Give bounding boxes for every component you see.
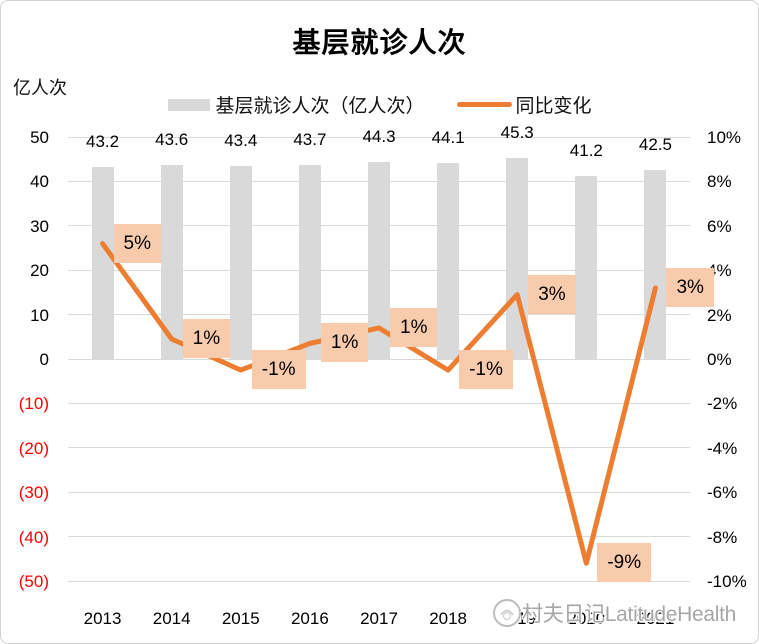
y-axis-tick-right: -4%: [707, 438, 738, 458]
line-data-label: 1%: [182, 319, 231, 359]
line-data-label: -9%: [597, 543, 652, 583]
legend-line-swatch-icon: [456, 102, 512, 107]
watermark-logo-icon: [493, 599, 521, 627]
bar-value-label: 44.1: [431, 128, 465, 148]
bar-value-label: 43.7: [293, 129, 327, 149]
y-axis-tick-right: 2%: [707, 305, 732, 325]
y-axis-tick-left: (20): [18, 438, 49, 458]
bar-value-label: 43.6: [155, 130, 189, 150]
legend-line-label: 同比变化: [515, 96, 592, 117]
y-axis-tick-right: 8%: [707, 172, 732, 192]
x-axis-label: 2017: [360, 609, 398, 628]
line-data-label: 3%: [666, 267, 714, 307]
y-axis-tick-left: (10): [18, 394, 49, 414]
legend-bar-swatch-icon: [167, 98, 210, 111]
x-axis-label: 2018: [429, 609, 468, 628]
x-axis-label: 2020: [567, 609, 606, 628]
x-axis-label: 2016: [290, 609, 329, 628]
line-data-label: -1%: [459, 350, 513, 390]
y-axis-tick-left: 0: [39, 350, 49, 369]
y-axis-tick-left: 30: [30, 216, 49, 236]
line-data-label: 5%: [113, 223, 162, 263]
y-axis-tick-right: -2%: [707, 394, 738, 414]
line-data-label: 3%: [528, 274, 576, 314]
line-data-label: 1%: [320, 323, 369, 363]
line-data-label: 1%: [390, 307, 438, 347]
gridline: [68, 580, 690, 582]
y-axis-tick-left: 10: [30, 305, 49, 325]
y-axis-tick-left: (50): [18, 572, 49, 591]
y-axis-tick-right: -10%: [707, 572, 747, 591]
bar-value-label: 41.2: [569, 141, 603, 161]
x-axis-label: 2015: [221, 609, 260, 628]
bar-value-label: 42.5: [638, 135, 672, 155]
chart-title: 基层就诊人次: [292, 27, 467, 58]
gridline: [68, 136, 690, 138]
watermark-text: 村夫日记LatitudeHealth: [522, 603, 737, 626]
x-axis-label: 2021: [636, 609, 675, 628]
y-axis-tick-right: 10%: [707, 128, 742, 147]
x-axis-label: 2013: [83, 609, 122, 628]
y-axis-tick-left: 50: [30, 128, 49, 147]
legend-bar-label: 基层就诊人次（亿人次）: [215, 96, 425, 117]
bar-value-label: 45.3: [500, 122, 534, 142]
bar-value-label: 43.2: [86, 132, 120, 152]
bar-value-label: 44.3: [362, 127, 396, 147]
left-axis-unit-label: 亿人次: [13, 78, 67, 98]
bar-value-label: 43.4: [224, 131, 258, 151]
legend: 基层就诊人次（亿人次） 同比变化: [167, 91, 592, 118]
y-axis-tick-left: (40): [18, 527, 49, 547]
y-axis-tick-right: -8%: [707, 527, 738, 547]
watermark: 村夫日记LatitudeHealth: [493, 598, 736, 628]
y-axis-tick-left: 20: [30, 261, 49, 281]
line-data-label: -1%: [251, 350, 306, 390]
y-axis-tick-right: -6%: [707, 483, 738, 503]
y-axis-tick-left: (30): [18, 483, 49, 503]
y-axis-tick-right: 6%: [707, 216, 732, 236]
y-axis-tick-right: 0%: [707, 350, 732, 369]
y-axis-tick-left: 40: [30, 172, 49, 192]
x-axis-label: 2014: [152, 609, 191, 628]
